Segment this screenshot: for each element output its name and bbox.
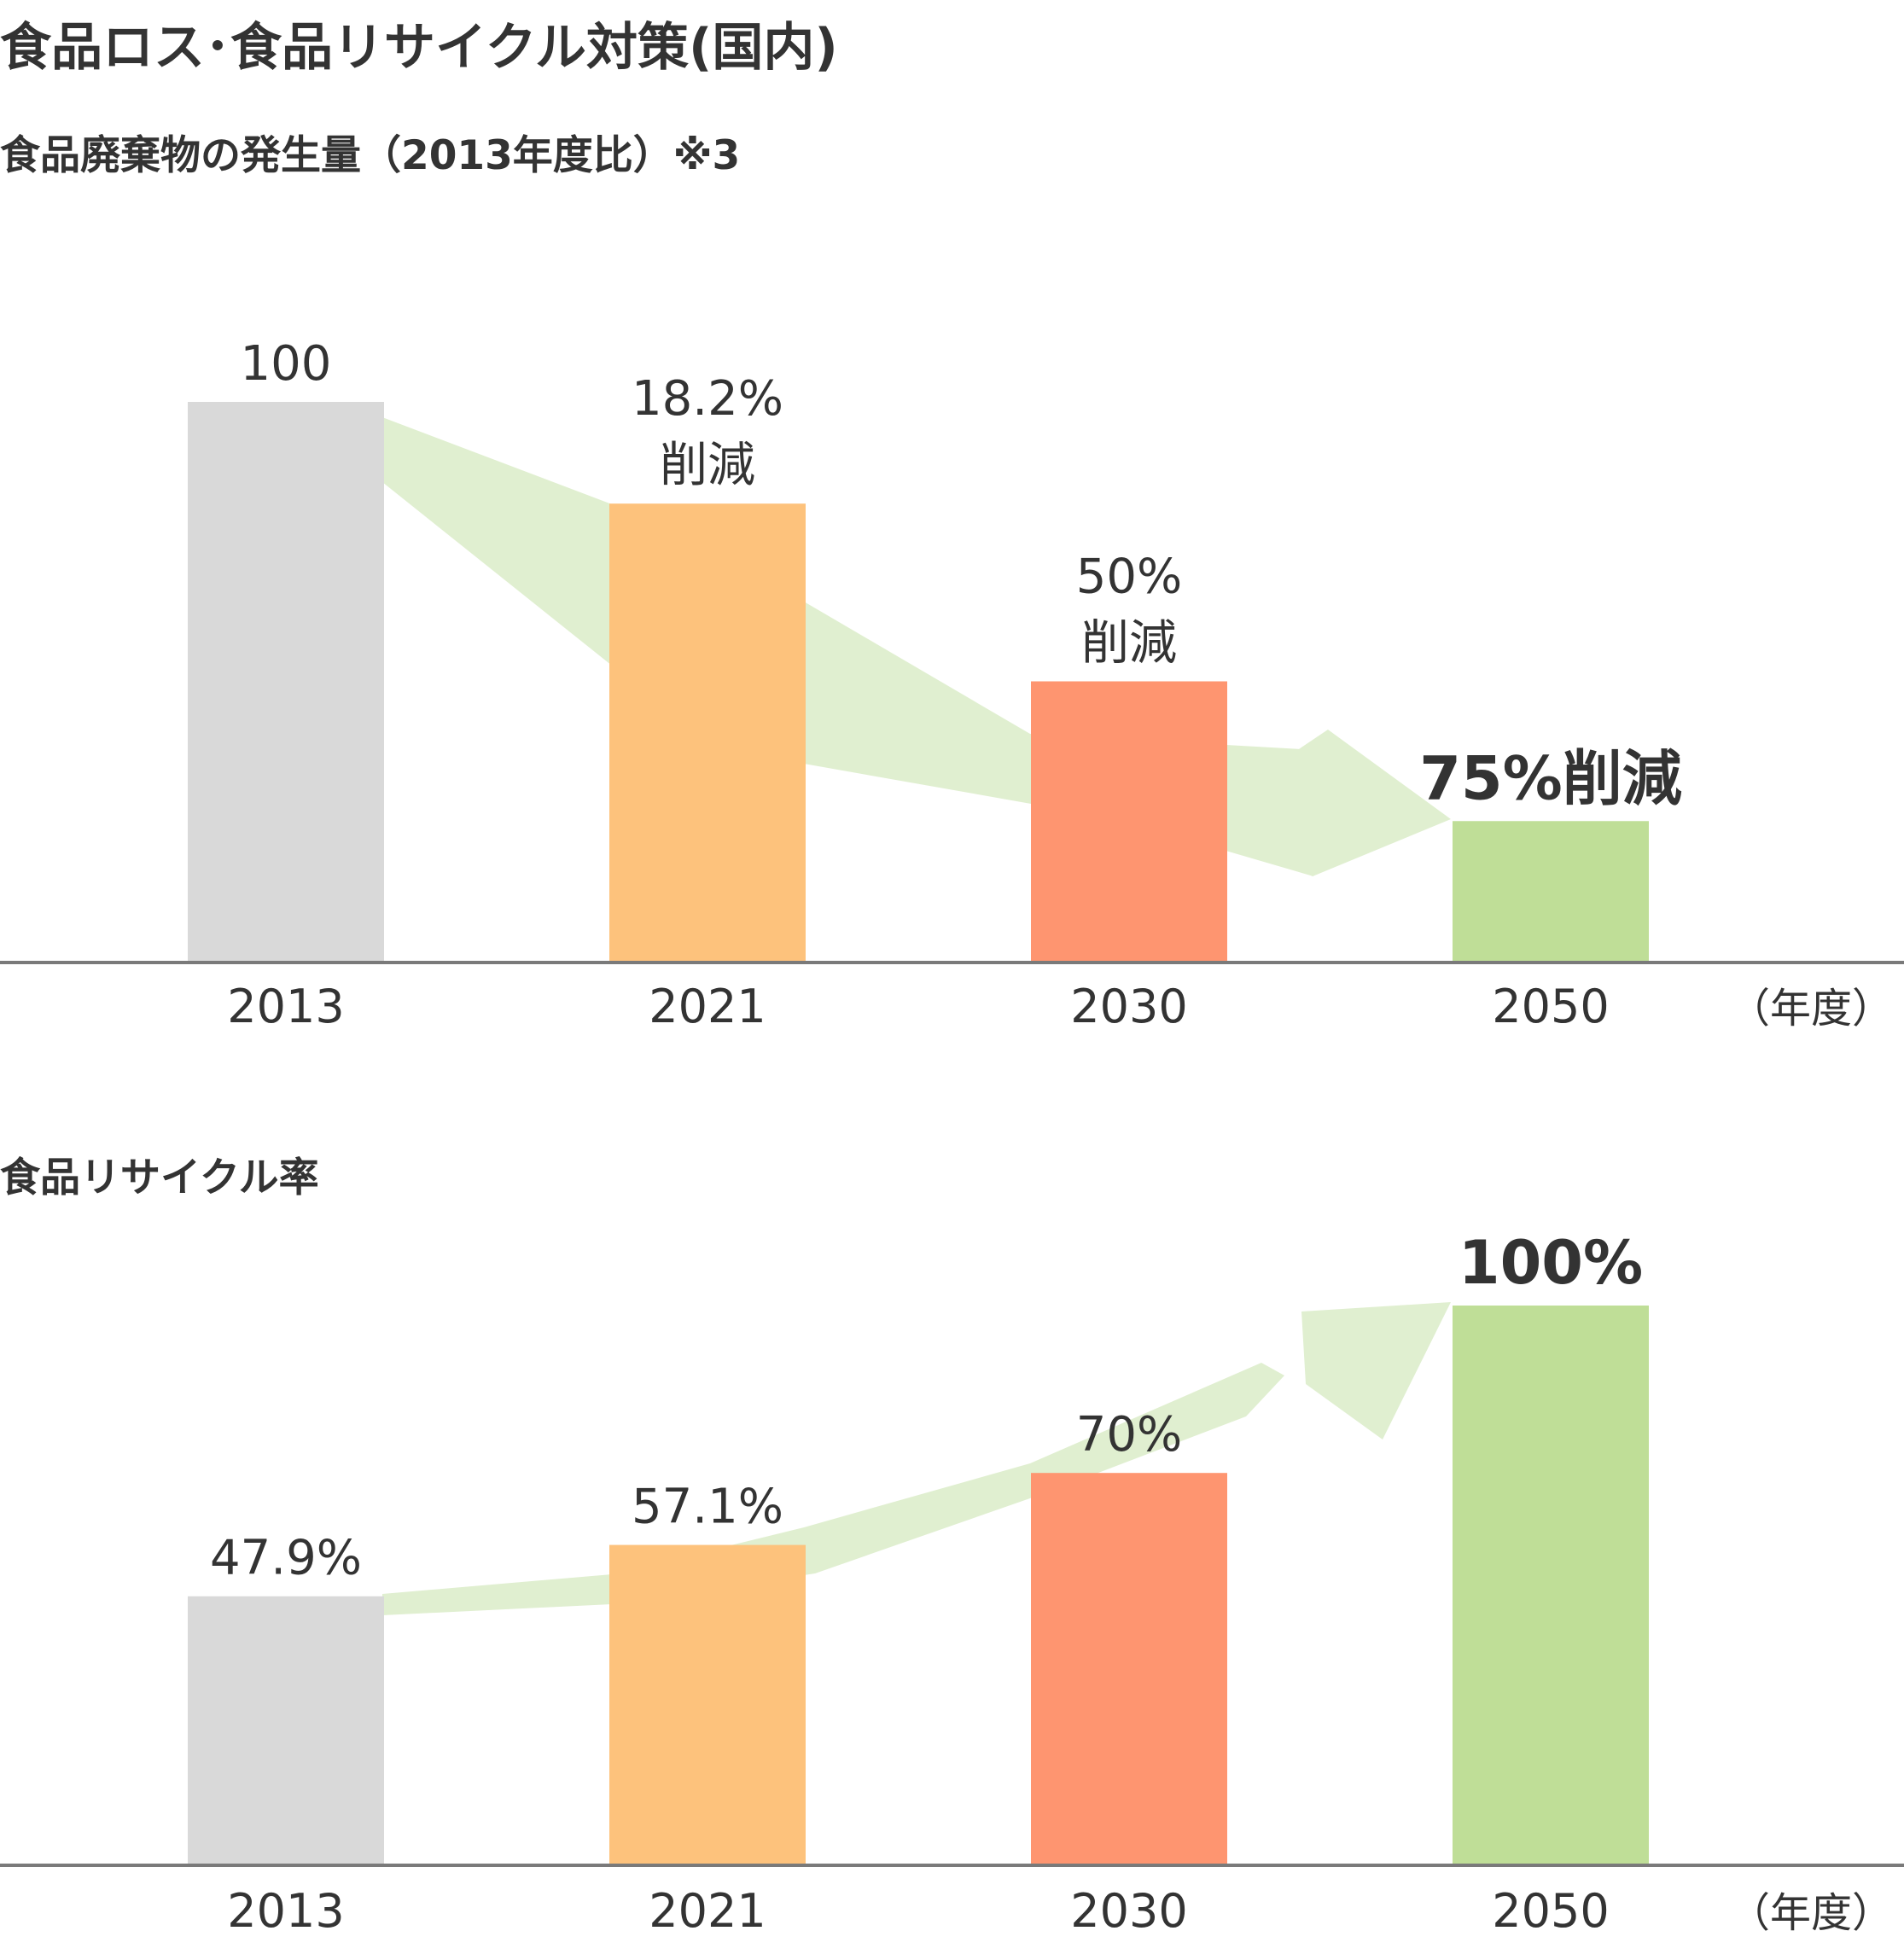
chart-2-trend-arrow-head [1301, 1302, 1451, 1439]
chart-1-bar-2021 [609, 503, 806, 961]
chart-1-x-tick-2013: 2013 [227, 980, 344, 1033]
chart-2-data-label-2013-line-1: 47.9% [210, 1531, 362, 1586]
chart-2-x-tick-2030: 2030 [1070, 1884, 1187, 1938]
chart-2-x-tick-2013: 2013 [227, 1884, 344, 1938]
chart-2-bar-2021 [609, 1544, 806, 1864]
chart-2-data-label-2050-line-1: 100% [1459, 1228, 1643, 1298]
chart-1-bar-2050 [1453, 821, 1649, 961]
chart-2-bar-2030 [1031, 1473, 1227, 1864]
chart-1-data-label-2021-line-1: 18.2% [632, 371, 783, 427]
chart-1-x-tick-2021: 2021 [649, 980, 766, 1033]
chart-1-bar-2030 [1031, 681, 1227, 961]
chart-2-title: 食品リサイクル率 [0, 1154, 319, 1201]
chart-2-bar-2013 [188, 1596, 384, 1864]
chart-1-x-tick-2030: 2030 [1070, 980, 1187, 1033]
chart-1-trend-arrow-head [1195, 730, 1451, 876]
chart-2-x-tick-2050: 2050 [1492, 1884, 1609, 1938]
chart-1-data-label-2030-line-2: 削減 [1081, 616, 1177, 672]
chart-1-x-axis-unit: （年度） [1729, 985, 1893, 1032]
chart-2-x-tick-2021: 2021 [649, 1884, 766, 1938]
chart-1-title: 食品廃棄物の発生量（2013年度比）※3 [0, 132, 740, 179]
chart-1-data-label-2030-line-1: 50% [1076, 550, 1182, 605]
chart-1-bar-2013 [188, 402, 384, 961]
page-title: 食品ロス･食品リサイクル対策(国内) [0, 18, 838, 78]
chart-1-data-label-2021-line-2: 削減 [660, 438, 755, 493]
chart-1-data-label-2050-line-1: 75%削減 [1419, 743, 1682, 813]
chart-2-bar-2050 [1453, 1306, 1649, 1864]
chart-1-x-tick-2050: 2050 [1492, 980, 1609, 1033]
chart-2-trend-arrow-shaft [382, 1363, 1284, 1615]
chart-2-data-label-2030-line-1: 70% [1076, 1407, 1182, 1463]
chart-2-x-axis-unit: （年度） [1729, 1889, 1893, 1937]
chart-1-data-label-2013-line-1: 100 [241, 336, 332, 392]
chart-2-data-label-2021-line-1: 57.1% [632, 1480, 783, 1535]
